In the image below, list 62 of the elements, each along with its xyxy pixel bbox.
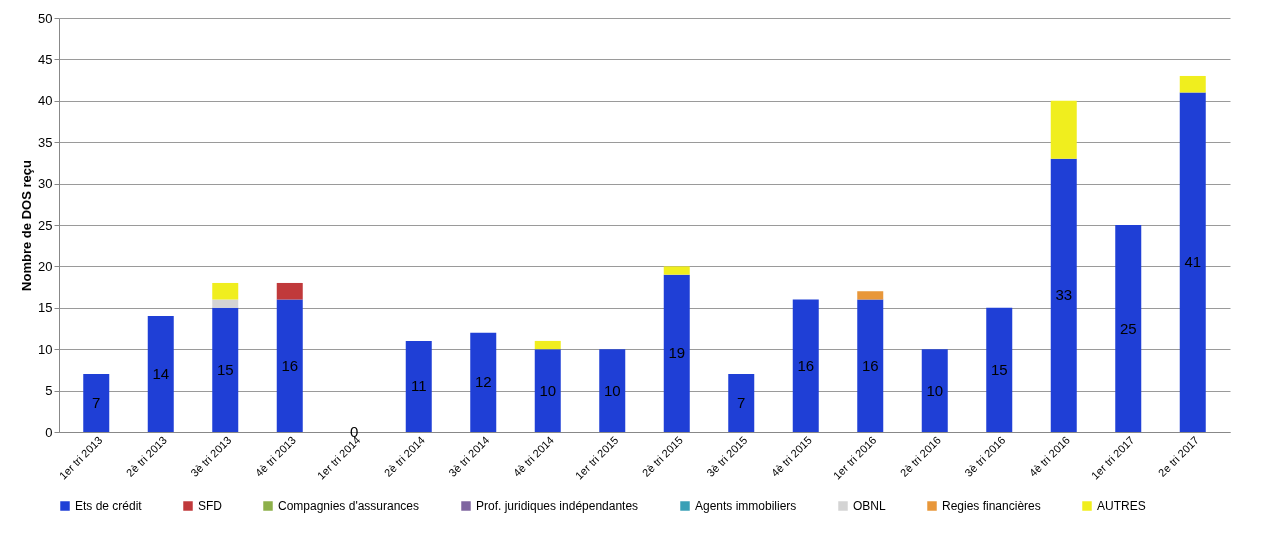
bar <box>857 291 884 300</box>
bar <box>1050 158 1077 432</box>
data-label: 7 <box>737 394 746 412</box>
data-label: 7 <box>92 394 101 412</box>
legend-label: Ets de crédit <box>75 499 143 513</box>
y-tick-label: 35 <box>38 134 53 150</box>
bar <box>212 307 239 432</box>
bar <box>986 307 1013 432</box>
bar <box>1115 225 1142 432</box>
bar <box>534 349 561 432</box>
y-tick-label: 0 <box>45 424 53 440</box>
bar <box>663 266 690 275</box>
data-label: 10 <box>603 381 621 399</box>
bar <box>405 340 432 432</box>
bar <box>1050 100 1077 159</box>
data-label: 10 <box>926 381 944 399</box>
bar <box>663 274 690 432</box>
data-label: 15 <box>990 360 1008 378</box>
bar <box>599 349 626 432</box>
bar <box>212 299 239 308</box>
legend-label: SFD <box>198 499 223 513</box>
legend-label: Prof. juridiques indépendantes <box>476 499 639 513</box>
bar <box>276 299 303 432</box>
bar <box>921 349 948 432</box>
legend-label: Regies financières <box>942 499 1041 513</box>
data-label: 11 <box>410 377 427 395</box>
data-label: 14 <box>152 365 170 383</box>
legend-label: Compagnies d'assurances <box>278 499 420 513</box>
bar <box>276 282 303 300</box>
data-label: 16 <box>797 356 815 374</box>
legend-label: OBNL <box>853 499 886 513</box>
y-tick-label: 30 <box>38 176 53 192</box>
bar <box>147 316 174 432</box>
data-label: 33 <box>1055 286 1073 304</box>
y-tick-label: 25 <box>38 217 53 233</box>
data-label: 19 <box>668 344 686 362</box>
y-tick-label: 20 <box>38 258 53 274</box>
data-label: 41 <box>1184 253 1202 271</box>
bar <box>212 282 239 300</box>
y-axis-title: Nombre de DOS reçu <box>19 160 35 291</box>
bar <box>83 374 110 432</box>
bar <box>792 299 819 432</box>
data-label: 12 <box>474 373 492 391</box>
y-tick-label: 10 <box>38 341 53 357</box>
legend-label: AUTRES <box>1097 499 1146 513</box>
legend-label: Agents immobiliers <box>695 499 797 513</box>
bar <box>728 374 755 432</box>
bar <box>470 332 497 432</box>
y-tick-label: 5 <box>45 383 53 399</box>
data-label: 15 <box>216 360 234 378</box>
y-tick-label: 50 <box>38 10 53 26</box>
data-label: 10 <box>539 381 557 399</box>
data-label: 16 <box>281 356 299 374</box>
y-tick-label: 45 <box>38 51 53 67</box>
bar <box>1179 92 1206 432</box>
y-tick-label: 40 <box>38 93 53 109</box>
data-label: 25 <box>1119 319 1137 337</box>
data-label: 16 <box>861 356 879 374</box>
y-tick-label: 15 <box>38 300 53 316</box>
bar <box>857 299 884 432</box>
bar <box>534 340 561 350</box>
bar <box>1179 75 1206 93</box>
